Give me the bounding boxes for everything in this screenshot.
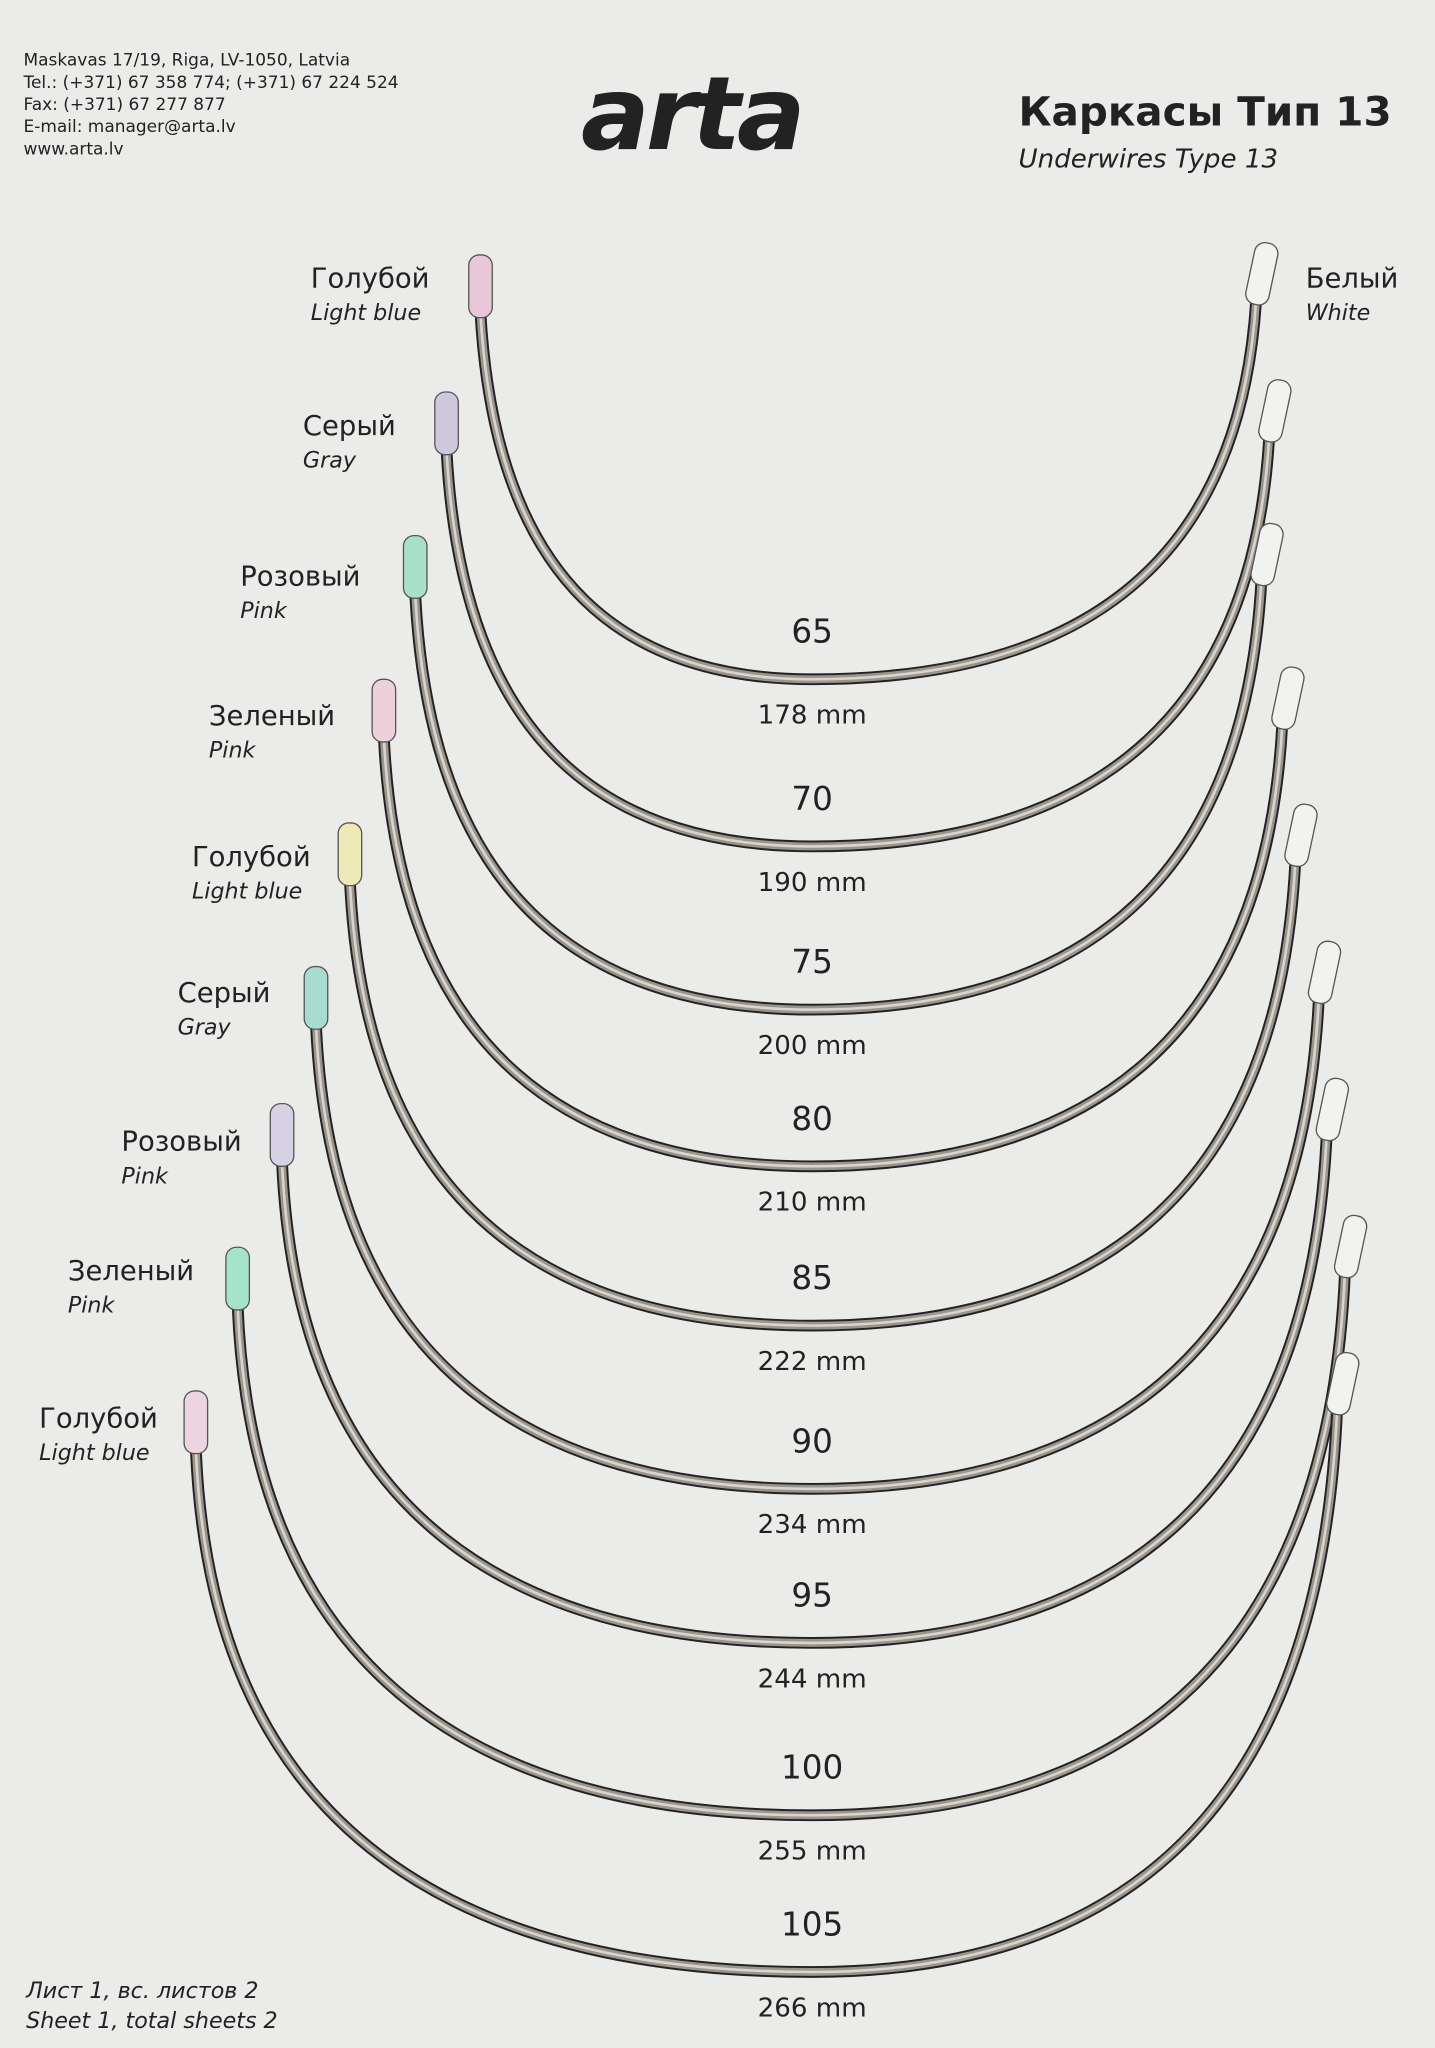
tip-left bbox=[337, 822, 363, 887]
color-en: Light blue bbox=[39, 1440, 149, 1466]
size-label: 65 bbox=[791, 613, 833, 651]
subtitle: Underwires Type 13 bbox=[1018, 144, 1278, 174]
size-label: 75 bbox=[791, 943, 833, 981]
color-ru: Зеленый bbox=[209, 701, 335, 732]
tip-left bbox=[183, 1390, 209, 1455]
footer-line: Sheet 1, total sheets 2 bbox=[26, 2008, 278, 2034]
length-label: 190 mm bbox=[758, 868, 867, 898]
length-label: 255 mm bbox=[758, 1837, 867, 1867]
color-ru: Розовый bbox=[240, 561, 360, 592]
right-label-ru: Белый bbox=[1306, 264, 1399, 295]
wire-highlight bbox=[280, 1136, 1328, 1645]
size-label: 105 bbox=[781, 1905, 843, 1943]
wires: 65 178 mm Голубой Light blue 70 190 mm Серый Gr… bbox=[39, 241, 1368, 2023]
tip-right bbox=[1258, 379, 1292, 443]
tip-left bbox=[402, 535, 428, 599]
color-en: Gray bbox=[178, 1014, 232, 1040]
color-ru: Зеленый bbox=[68, 1256, 194, 1287]
tip-left bbox=[434, 391, 459, 456]
color-en: Pink bbox=[121, 1163, 169, 1189]
color-en: Pink bbox=[68, 1293, 116, 1319]
wire-highlight bbox=[348, 862, 1297, 1327]
color-ru: Серый bbox=[303, 411, 396, 442]
size-label: 70 bbox=[791, 780, 833, 818]
contact-line: Fax: (+371) 67 277 877 bbox=[24, 95, 226, 115]
length-label: 210 mm bbox=[758, 1188, 867, 1218]
size-label: 100 bbox=[781, 1749, 843, 1787]
contact-line: www.arta.lv bbox=[24, 139, 124, 159]
tip-right bbox=[1333, 1214, 1368, 1279]
length-label: 244 mm bbox=[758, 1664, 867, 1694]
size-label: 80 bbox=[791, 1100, 833, 1138]
color-en: Light blue bbox=[192, 879, 302, 905]
tip-right bbox=[1271, 666, 1305, 730]
wire-highlight bbox=[382, 724, 1284, 1168]
wire-highlight bbox=[236, 1273, 1347, 1817]
length-label: 178 mm bbox=[758, 701, 867, 731]
wire-highlight bbox=[479, 300, 1258, 681]
tip-right bbox=[1307, 940, 1342, 1005]
tip-left bbox=[225, 1246, 251, 1311]
tip-right bbox=[1250, 522, 1284, 587]
tip-left bbox=[303, 965, 329, 1030]
right-label-en: White bbox=[1306, 300, 1371, 326]
wire-highlight bbox=[194, 1410, 1339, 1974]
color-ru: Голубой bbox=[311, 264, 430, 295]
color-ru: Серый bbox=[178, 978, 271, 1009]
size-label: 85 bbox=[791, 1259, 833, 1297]
contact-line: Maskavas 17/19, Riga, LV-1050, Latvia bbox=[24, 51, 351, 71]
tip-right bbox=[1245, 241, 1279, 306]
footer-line: Лист 1, вс. листов 2 bbox=[25, 1978, 258, 2004]
length-label: 234 mm bbox=[758, 1510, 867, 1540]
tip-left bbox=[468, 254, 493, 319]
color-en: Pink bbox=[240, 598, 288, 624]
color-ru: Розовый bbox=[121, 1127, 241, 1158]
length-label: 200 mm bbox=[758, 1031, 867, 1061]
contact-line: E-mail: manager@arta.lv bbox=[24, 117, 236, 137]
color-en: Gray bbox=[303, 448, 357, 474]
title: Каркасы Тип 13 bbox=[1018, 88, 1391, 136]
size-label: 95 bbox=[791, 1576, 833, 1614]
tip-right bbox=[1326, 1351, 1360, 1416]
color-en: Light blue bbox=[311, 300, 421, 326]
tip-left bbox=[269, 1102, 295, 1167]
length-label: 222 mm bbox=[758, 1347, 867, 1377]
color-ru: Голубой bbox=[192, 842, 311, 873]
tip-right bbox=[1315, 1077, 1350, 1142]
color-ru: Голубой bbox=[39, 1403, 158, 1434]
wire-highlight bbox=[314, 999, 1321, 1491]
color-en: Pink bbox=[209, 738, 257, 764]
size-label: 90 bbox=[791, 1422, 833, 1460]
logo: arta bbox=[581, 55, 802, 174]
tip-right bbox=[1284, 803, 1318, 868]
length-label: 266 mm bbox=[758, 1993, 867, 2023]
tip-left bbox=[371, 678, 397, 743]
wire-highlight bbox=[445, 437, 1271, 848]
contact-line: Tel.: (+371) 67 358 774; (+371) 67 224 5… bbox=[23, 73, 399, 93]
wire-highlight bbox=[413, 581, 1263, 1011]
